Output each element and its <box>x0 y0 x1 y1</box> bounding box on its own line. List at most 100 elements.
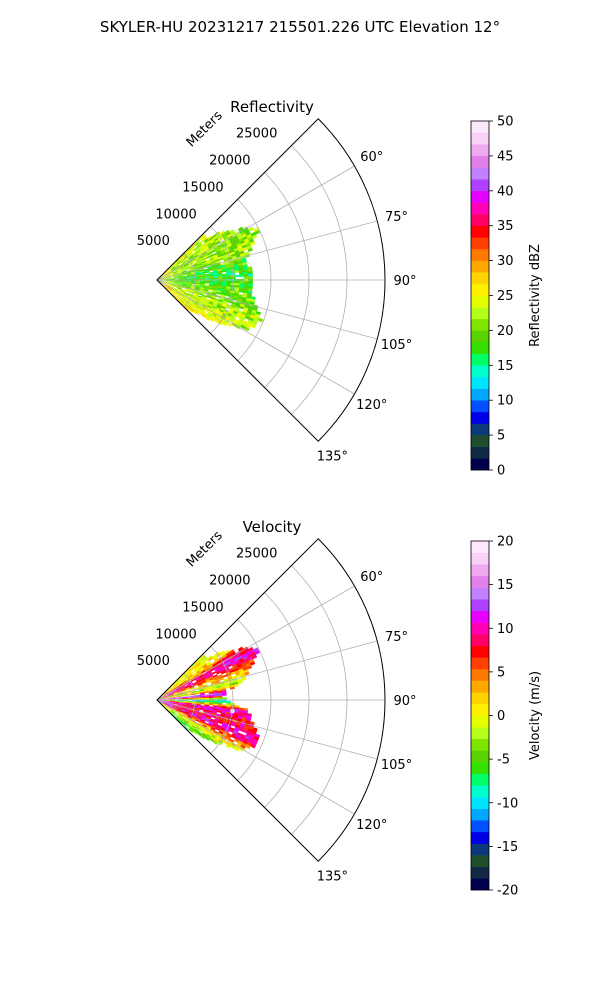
radar-gate <box>204 239 210 244</box>
radar-gate <box>203 289 209 292</box>
radar-gate <box>231 721 237 725</box>
radar-gate <box>251 321 258 326</box>
radar-gate <box>220 712 226 716</box>
radar-gate <box>191 258 196 262</box>
radar-gate <box>163 271 168 275</box>
radar-gate <box>203 303 208 307</box>
radar-gate <box>210 668 216 672</box>
radar-gate <box>234 736 241 741</box>
radar-gate <box>194 676 200 680</box>
radar-gate <box>217 694 223 697</box>
radar-gate <box>178 704 183 706</box>
radar-gate <box>220 725 226 730</box>
radar-gate <box>241 322 247 327</box>
radar-gate <box>192 310 198 315</box>
radar-gate <box>229 249 235 254</box>
radar-gate <box>245 733 252 738</box>
radar-gate <box>187 696 193 699</box>
radar-gate <box>198 302 204 306</box>
radar-gate <box>200 275 206 278</box>
radar-gate <box>204 691 209 694</box>
radar-gate <box>193 292 199 296</box>
radar-gate <box>199 256 205 261</box>
radar-gate <box>192 664 197 669</box>
radar-gate <box>204 247 210 252</box>
radar-gate <box>203 710 209 714</box>
radar-gate <box>213 299 220 303</box>
radar-gate <box>174 700 180 702</box>
radar-gate <box>215 669 221 673</box>
radar-gate <box>197 724 203 729</box>
radar-gate <box>175 265 180 269</box>
radar-gate <box>247 283 253 287</box>
radar-gate <box>213 675 219 680</box>
radar-gate <box>204 271 209 274</box>
radar-gate <box>184 711 190 714</box>
radar-gate <box>167 269 172 273</box>
radar-gate <box>188 247 194 252</box>
radar-gate <box>209 277 214 280</box>
radar-gate <box>210 715 216 719</box>
radar-gate <box>230 239 236 244</box>
radar-gate <box>212 724 218 728</box>
radar-gate <box>227 310 234 315</box>
colorbar-segment <box>471 144 489 157</box>
radar-gate <box>220 668 226 673</box>
radar-gate <box>163 705 168 709</box>
radar-gate <box>180 289 186 293</box>
radar-gate <box>214 678 220 683</box>
radar-gate <box>161 281 166 284</box>
radar-gate <box>188 308 194 313</box>
radar-gate <box>161 696 166 699</box>
radar-gate <box>174 697 180 699</box>
radar-gate <box>200 702 206 705</box>
radar-gate <box>222 280 227 283</box>
radar-gate <box>211 314 217 319</box>
radar-gate <box>221 693 227 696</box>
radar-gate <box>207 312 213 317</box>
radar-gate <box>176 679 181 683</box>
radar-gate <box>173 695 179 697</box>
radar-gate <box>214 677 220 681</box>
radar-gate <box>206 726 212 731</box>
radar-gate <box>234 291 240 295</box>
radar-gate <box>242 666 248 671</box>
radar-gate <box>201 733 207 739</box>
radar-gate <box>184 676 190 681</box>
radar-gate <box>235 281 240 284</box>
radar-gate <box>205 260 211 264</box>
radar-gate <box>235 724 241 729</box>
radar-gate <box>186 258 191 263</box>
radar-gate <box>213 245 219 250</box>
radar-gate <box>225 708 231 711</box>
radar-gate <box>210 296 216 300</box>
radar-gate <box>176 708 182 712</box>
radar-gate <box>186 285 192 288</box>
radar-gate <box>222 653 228 659</box>
radar-gate <box>244 671 250 676</box>
radar-gate <box>164 703 170 706</box>
radar-gate <box>169 281 175 283</box>
colorbar-segment <box>471 878 489 891</box>
radar-gate <box>242 712 248 716</box>
radar-gate <box>237 666 244 671</box>
radar-gate <box>170 290 175 295</box>
radar-gate <box>195 285 201 288</box>
radar-gate <box>240 324 246 330</box>
radar-gate <box>179 713 184 717</box>
radar-gate <box>160 282 165 286</box>
radar-gate <box>177 715 182 720</box>
radar-gate <box>168 285 173 289</box>
colorbar-tick-label: -10 <box>497 796 518 811</box>
radar-gate <box>217 272 223 275</box>
radar-gate <box>164 704 169 708</box>
radar-gate <box>180 687 186 691</box>
radar-gate <box>215 727 221 732</box>
radar-gate <box>183 698 188 700</box>
radar-gate <box>212 733 218 738</box>
radar-gate <box>213 282 219 285</box>
colorbar-segment <box>471 796 489 809</box>
radar-gate <box>174 292 179 296</box>
radar-gate <box>193 302 199 306</box>
azimuth-spoke <box>156 165 355 281</box>
